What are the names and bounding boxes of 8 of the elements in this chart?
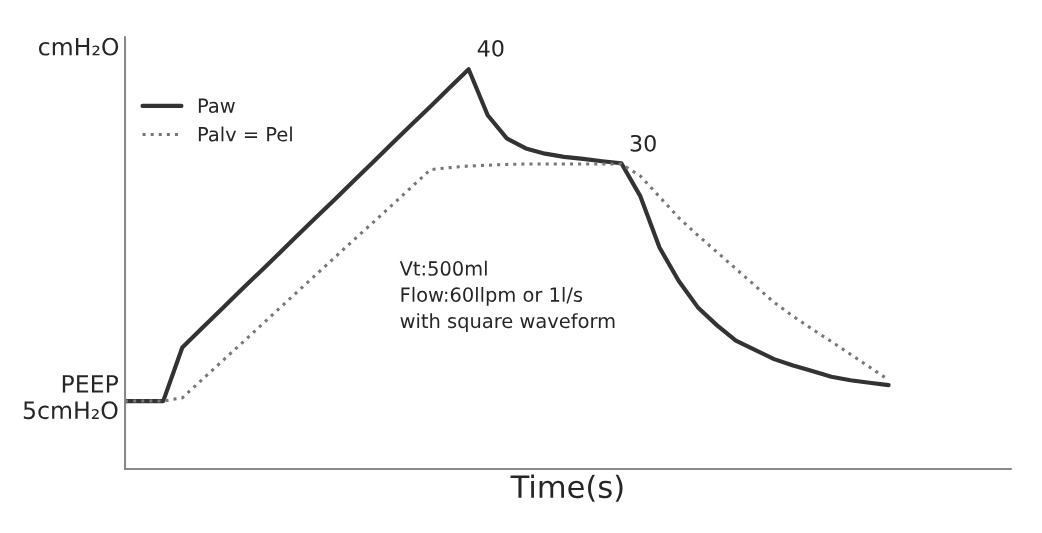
legend-label: Palv = Pel bbox=[198, 126, 292, 142]
annotation: Vt:500ml Flow:60llpm or 1l/s with square waveform bbox=[399, 260, 615, 332]
x-axis-title: Time(s) bbox=[510, 474, 623, 502]
y-axis-title: cmH₂O bbox=[39, 37, 119, 56]
text: 40 bbox=[477, 39, 504, 57]
annotation: PEEP 5cmH₂O bbox=[23, 375, 119, 420]
legend-label: Paw bbox=[198, 98, 235, 114]
annotation: 30 bbox=[630, 134, 656, 152]
